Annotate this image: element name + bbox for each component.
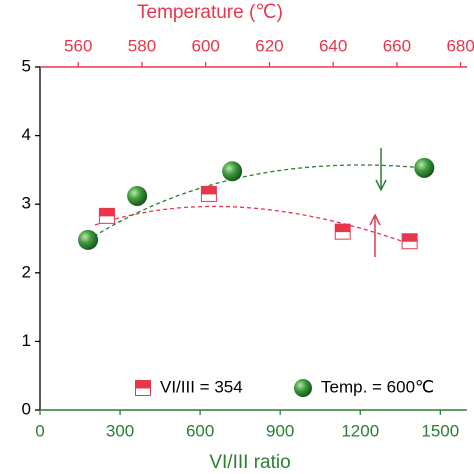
x2-tick-label: 660 [383,36,411,55]
marker-bottom [200,193,217,202]
legend-marker [135,387,151,396]
arrow [375,148,387,192]
trend-line [94,205,411,245]
x-tick-label: 900 [266,421,294,440]
data-point [98,207,115,224]
data-point [401,233,418,250]
marker-top [334,223,351,232]
marker-top [401,233,418,242]
data-point [127,185,148,206]
x-tick-label: 300 [106,421,134,440]
data-point [222,161,243,182]
trend-line [87,164,425,241]
x2-tick-label: 680 [446,36,474,55]
legend-marker [294,379,312,397]
marker-bottom [98,215,115,224]
legend-label: VI/III = 354 [160,377,243,396]
marker-top [200,185,217,194]
x2-tick-label: 560 [64,36,92,55]
marker-top [98,207,115,216]
x2-tick-label: 600 [192,36,220,55]
data-point [200,185,217,202]
arrow [369,213,381,257]
legend-label: Temp. = 600℃ [321,377,434,396]
x-tick-label: 1200 [341,421,379,440]
x-tick-label: 0 [35,421,44,440]
x-axis-label: VI/III ratio [209,452,290,473]
data-point [414,157,435,178]
legend: VI/III = 354 Temp. = 600℃ [135,377,434,397]
x2-tick-label: 640 [319,36,347,55]
marker-bottom [401,240,418,250]
x2-tick-label: 580 [128,36,156,55]
x2-tick-label: 620 [255,36,283,55]
y-tick-label: 5 [22,56,31,75]
x-tick-label: 1500 [421,421,459,440]
marker-bottom [334,231,351,240]
y-tick-label: 2 [22,262,31,281]
y-tick-label: 3 [22,194,31,213]
y-tick-label: 0 [22,399,31,418]
y-tick-label: 1 [22,331,31,350]
data-point [334,223,351,240]
x-tick-label: 600 [186,421,214,440]
y-tick-label: 4 [22,125,31,144]
x2-axis-label: Temperature (℃) [137,2,283,23]
legend-marker [135,380,151,388]
data-point [78,229,99,250]
